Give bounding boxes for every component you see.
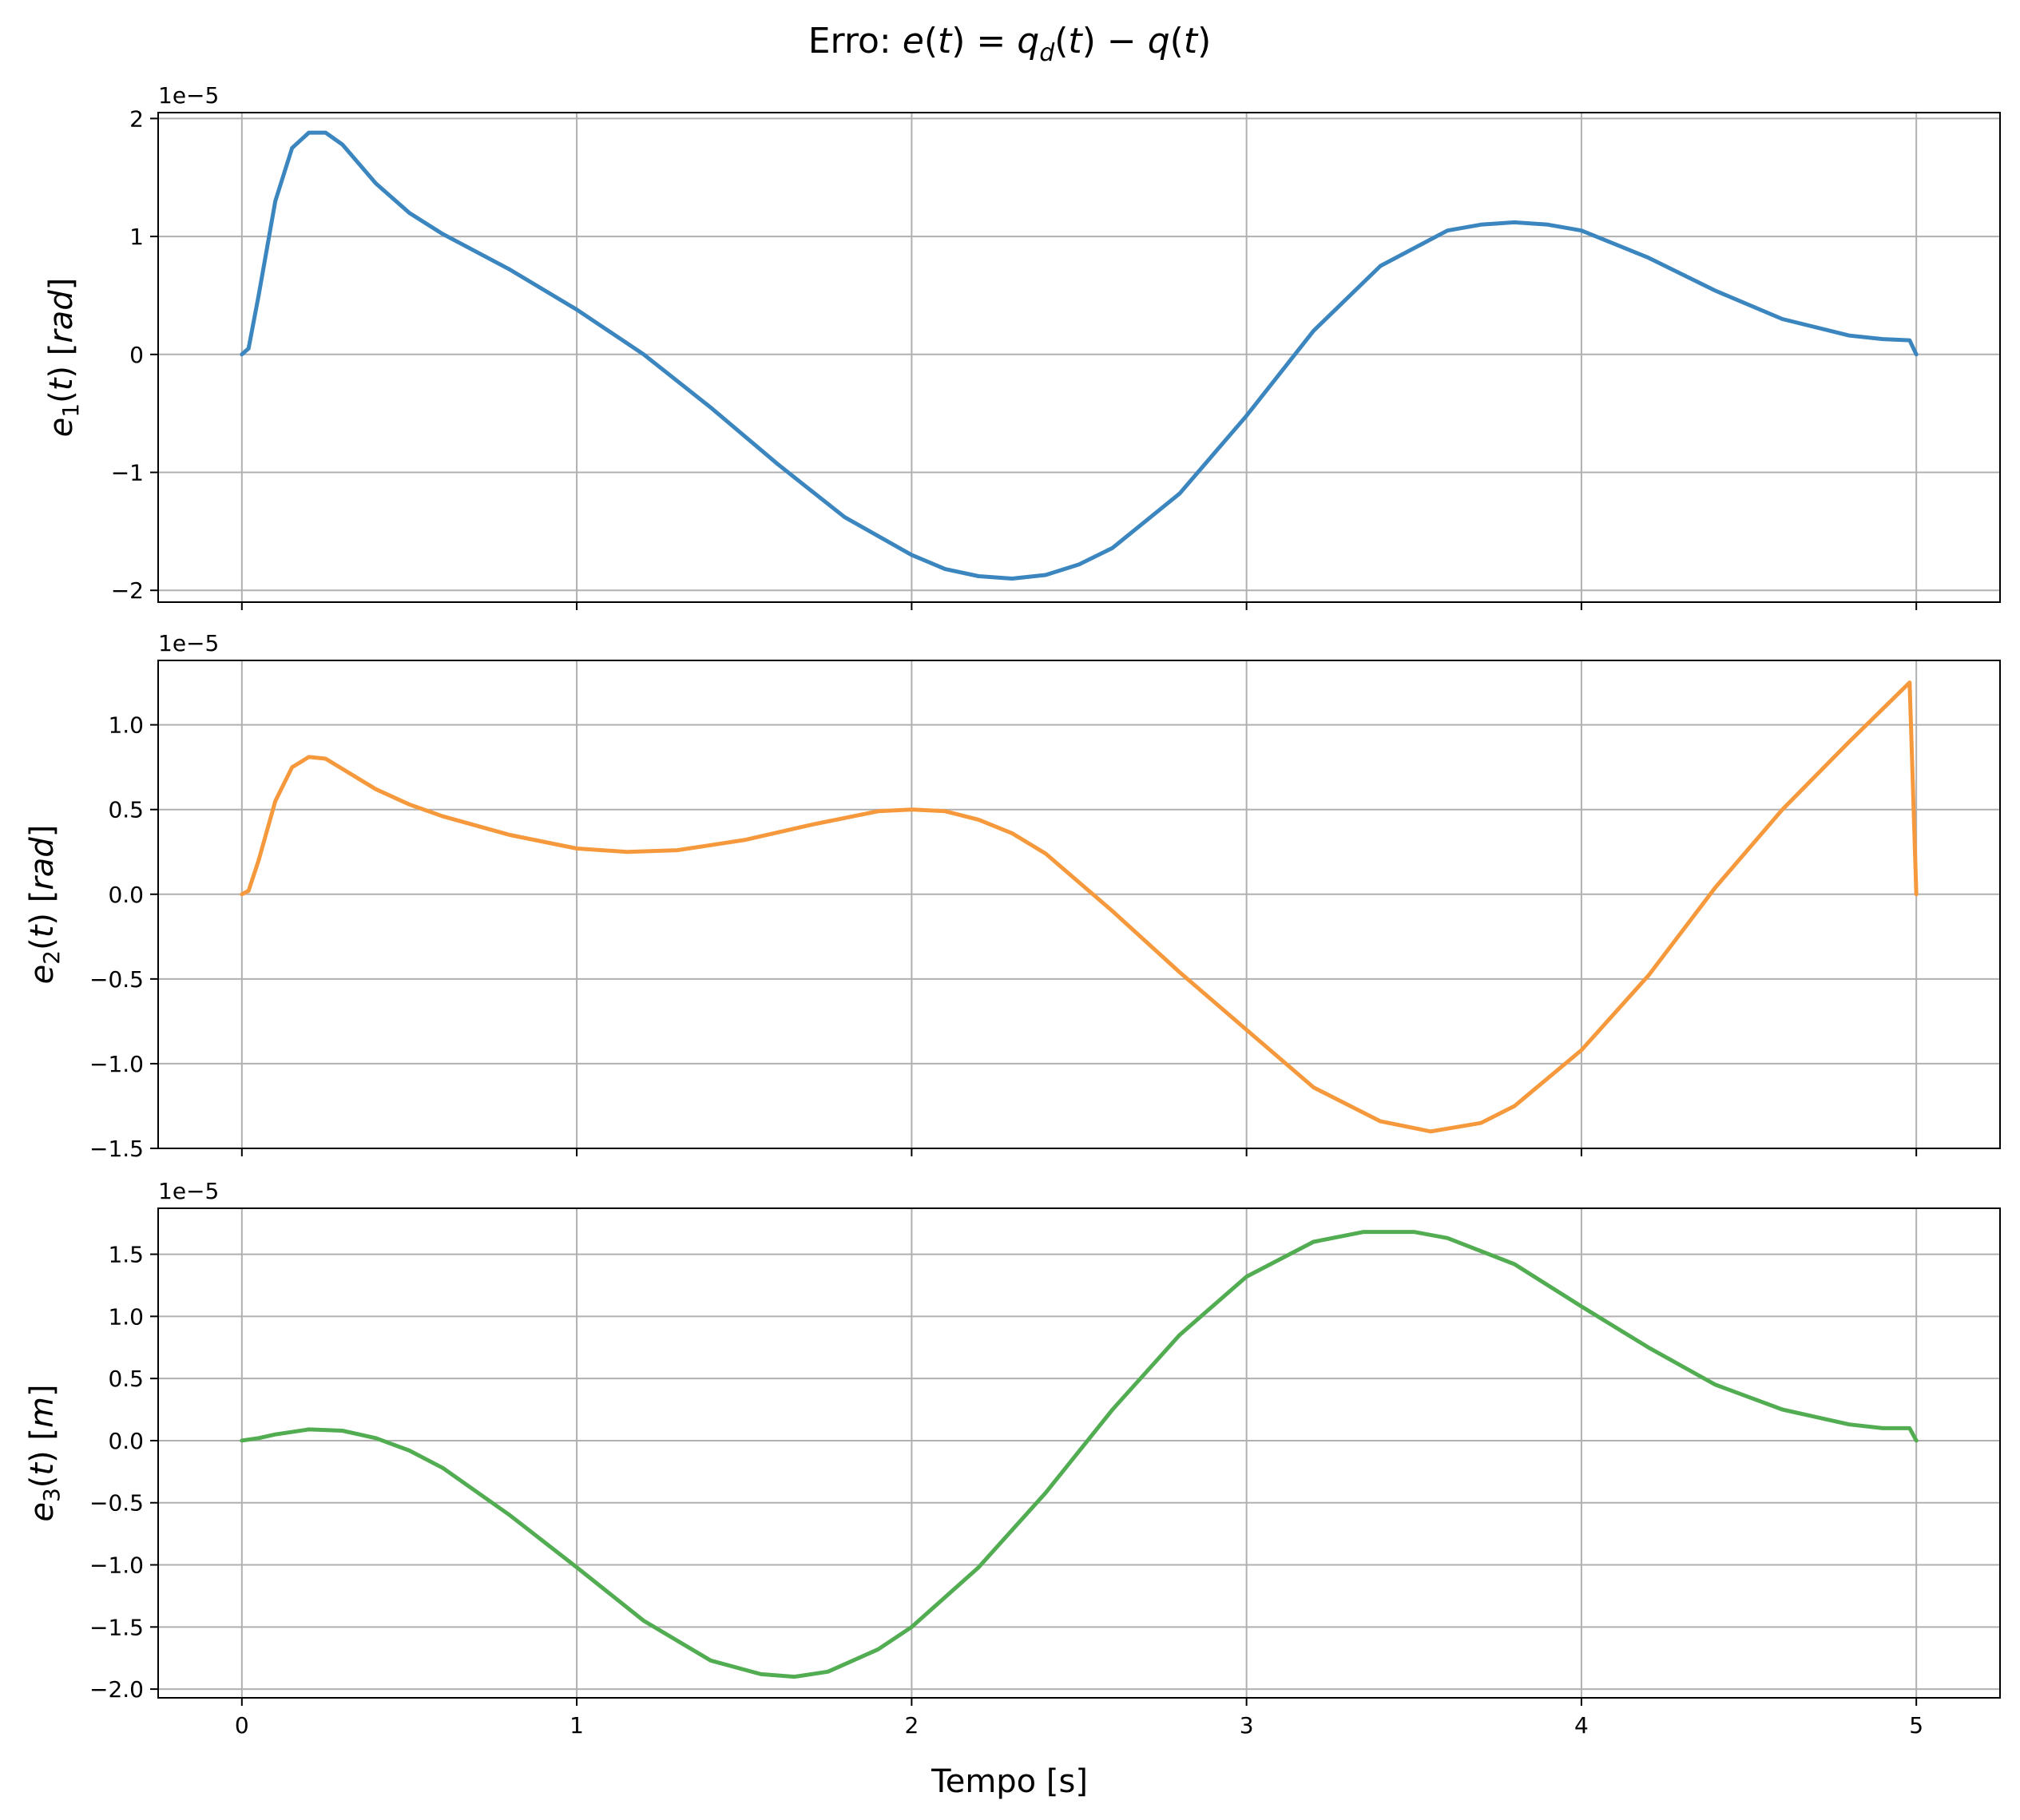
grid-e2 [158, 660, 2000, 1149]
ytick-label-e2-5: 1.0 [108, 712, 144, 739]
offset-text-e2: 1e−5 [158, 630, 219, 656]
series-line-e2 [240, 680, 1919, 1134]
axes-frame-e1 [157, 112, 2001, 603]
ytick-label-e2-4: 0.5 [108, 797, 144, 823]
ytick-label-e2-1: −1.0 [89, 1051, 144, 1077]
ytick-label-e1-3: 1 [129, 224, 144, 250]
offset-text-e1: 1e−5 [158, 82, 219, 109]
offset-text-e3: 1e−5 [158, 1178, 219, 1204]
ytick-label-e3-2: −1.0 [89, 1552, 144, 1579]
axes-frame-e3 [157, 1207, 2001, 1699]
series-e2 [240, 680, 1919, 1134]
ytick-label-e1-1: −1 [111, 460, 144, 486]
xtick-label-3: 3 [1240, 1712, 1254, 1739]
subplot-e3: 0 1 2 3 4 5−2.0−1.5−1.0−0.50.00.51.01.5 1e−5 … [24, 1178, 2001, 1739]
ticks-e2: −1.5 −1.0 −0.5 0.0 0.5 1.0 [89, 712, 1918, 1162]
ytick-label-e2-2: −0.5 [89, 966, 144, 993]
series-line-e3 [240, 1230, 1919, 1679]
ytick-label-e3-6: 1.0 [108, 1303, 144, 1330]
ytick-label-e3-3: −0.5 [89, 1490, 144, 1517]
ytick-label-e1-2: 0 [129, 342, 144, 368]
figure-title: Erro: e(t) = qd(t) − q(t) [808, 21, 1212, 67]
ytick-label-e2-3: 0.0 [108, 882, 144, 908]
ytick-label-e3-1: −1.5 [89, 1614, 144, 1640]
x-axis-label: Tempo [s] [931, 1763, 1088, 1800]
xtick-label-0: 0 [235, 1712, 249, 1739]
ytick-label-e3-7: 1.5 [108, 1242, 144, 1268]
grid-e1 [158, 113, 2000, 602]
ytick-label-e2-0: −1.5 [89, 1136, 144, 1162]
xtick-label-5: 5 [1909, 1712, 1923, 1739]
series-e3 [240, 1230, 1919, 1679]
ytick-label-e3-5: 0.5 [108, 1366, 144, 1392]
series-line-e1 [240, 130, 1919, 581]
ticks-e3: 0 1 2 3 4 5 −2.0 −1.5 −1.0 −0.5 0.0 0.5 1.0 1.5 [89, 1242, 1923, 1739]
xtick-label-4: 4 [1574, 1712, 1589, 1739]
series-e1 [240, 130, 1919, 581]
grid-e3 [158, 1208, 2000, 1698]
ytick-label-e3-4: 0.0 [108, 1428, 144, 1454]
ytick-label-e1-0: −2 [111, 577, 144, 604]
xtick-label-1: 1 [569, 1712, 584, 1739]
axes-frame-e2 [157, 660, 2001, 1149]
xtick-label-2: 2 [904, 1712, 919, 1739]
ticks-e1: −2 −1 0 1 2 [111, 105, 1918, 610]
ytick-label-e1-4: 2 [129, 105, 144, 132]
ytick-label-e3-0: −2.0 [89, 1676, 144, 1703]
